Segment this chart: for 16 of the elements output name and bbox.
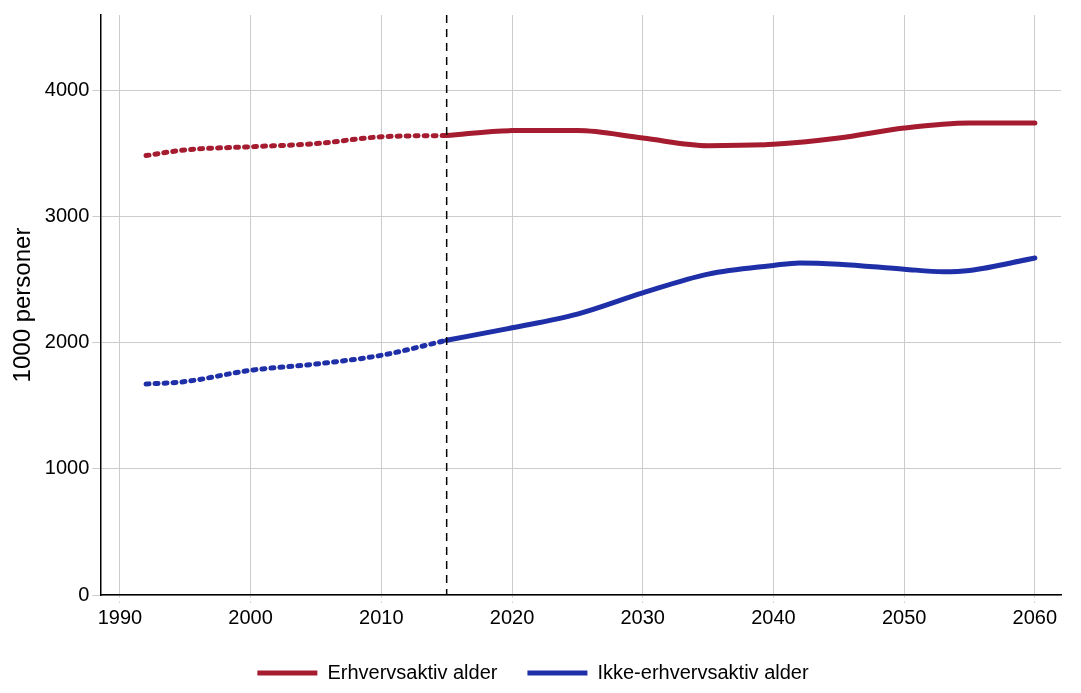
y-tick-label: 0	[78, 582, 90, 605]
x-tick-label: 2000	[228, 605, 273, 628]
x-tick-label: 2040	[751, 605, 796, 628]
y-tick-label: 1000	[44, 456, 90, 479]
y-tick-label: 4000	[44, 78, 90, 101]
y-tick-label: 3000	[44, 204, 90, 227]
x-tick-label: 2030	[620, 605, 665, 628]
legend-label: Ikke-erhvervsaktiv alder	[597, 660, 809, 683]
x-tick-label: 2020	[489, 605, 535, 628]
x-tick-label: 2050	[881, 605, 927, 628]
x-tick-label: 2010	[359, 605, 404, 628]
x-tick-label: 1990	[97, 605, 143, 628]
y-axis-title: 1000 personer	[8, 227, 36, 383]
x-tick-label: 2060	[1012, 605, 1058, 628]
legend-label: Erhvervsaktiv alder	[327, 660, 498, 683]
y-tick-label: 2000	[44, 330, 90, 353]
